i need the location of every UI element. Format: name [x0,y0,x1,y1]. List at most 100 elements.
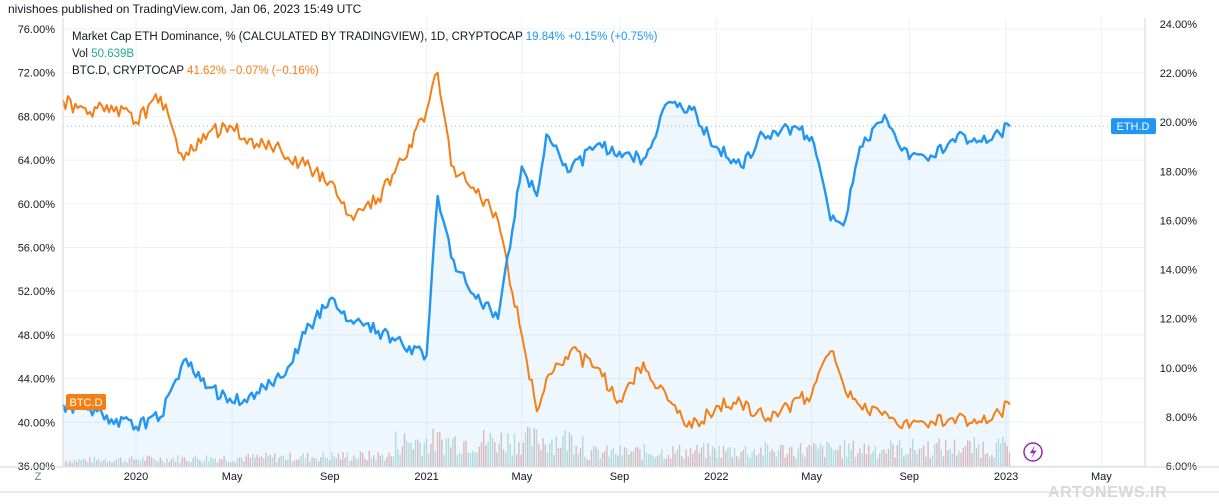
volume-bar [806,447,808,466]
volume-bar [810,446,813,466]
lightning-icon[interactable] [1023,442,1043,462]
volume-bar [951,453,953,466]
volume-bar [720,457,722,466]
volume-bar [885,453,887,466]
volume-bar [500,432,502,466]
volume-bar [505,452,507,466]
volume-bar [155,460,157,466]
volume-bar [909,448,912,466]
legend-btc-name: BTC.D, CRYPTOCAP [72,65,184,77]
volume-bar [733,447,736,466]
right-tick-label: 22.00% [1160,68,1198,80]
volume-bar [903,456,905,466]
volume-bar [278,457,280,466]
volume-bar [410,442,412,466]
volume-bar [476,452,478,466]
left-tick-label: 68.00% [18,111,56,123]
volume-bar [848,443,850,466]
volume-bar [615,454,617,466]
volume-bar [758,453,760,466]
volume-bar [342,452,344,466]
volume-bar [546,452,549,466]
x-tick-label: Sep [610,471,630,483]
volume-bar [540,450,542,466]
volume-bar [359,451,362,466]
volume-bar [417,439,419,466]
volume-bar [997,438,1000,466]
right-tick-label: 12.00% [1160,314,1198,326]
volume-bar [879,453,881,466]
volume-bar [166,458,168,466]
legend-vol[interactable]: Vol 50.639B [72,46,657,63]
volume-bar [593,446,595,466]
volume-bar [608,456,610,466]
volume-bar [659,454,661,466]
volume-bar [205,455,208,466]
series-lines [61,71,1145,432]
volume-bar [225,460,227,466]
volume-bar [516,454,518,466]
volume-bar [386,457,388,466]
volume-bar [390,456,392,466]
volume-bar [707,443,709,466]
volume-bar [439,431,441,466]
volume-bar [216,462,219,466]
volume-bar [80,460,82,466]
volume-bar [786,454,788,466]
volume-bar [544,444,546,466]
volume-bar [109,460,111,466]
volume-bar [487,442,489,466]
publisher-caption: nivishoes published on TradingView.com, … [8,2,362,16]
volume-bar [714,448,716,466]
volume-bar [128,457,131,466]
volume-bar [667,454,670,466]
volume-bar [958,450,960,466]
volume-bar [729,446,731,466]
volume-bar [274,453,276,466]
volume-bar [538,443,540,466]
volume-bar [832,450,835,466]
volume-bar [643,444,645,466]
volume-bar [890,440,892,466]
volume-bar [245,456,247,466]
volume-bar [854,457,857,466]
watermark: ARTONEWS.IR [1048,484,1167,501]
volume-bar [989,456,991,466]
volume-bar [610,449,612,466]
volume-bar [254,457,256,466]
volume-bar [82,458,84,466]
volume-bar [518,442,520,466]
volume-bar [322,452,324,466]
eth-badge-bg [1111,118,1156,135]
right-tick-label: 24.00% [1160,19,1198,31]
volume-bar [617,455,619,466]
volume-bar [648,454,650,466]
legend-eth[interactable]: Market Cap ETH Dominance, % (CALCULATED … [72,29,657,46]
volume-bar [256,454,258,466]
volume-bar [102,460,104,466]
volume-bar [912,438,914,466]
volume-bar [784,457,786,466]
legend-btc[interactable]: BTC.D, CRYPTOCAP 41.62% −0.07% (−0.16%) [72,63,657,80]
volume-bar [564,429,566,466]
volume-bar [478,446,480,466]
volume-bar [502,449,505,466]
volume-bar [172,458,175,466]
volume-bar [938,438,940,466]
price-badges: ETH.D BTC.D [66,118,1156,462]
volume-bar [945,440,947,466]
volume-bar [678,444,681,466]
volume-bar [258,457,260,466]
volume-bar [309,461,311,466]
volume-bar [249,458,252,466]
volume-bar [98,458,100,466]
volume-bar [914,450,916,466]
volume-bar [159,457,161,466]
volume-bar [535,429,538,466]
volume-bar [553,454,555,466]
volume-bar [692,453,694,466]
volume-bar [782,444,784,466]
volume-bar [434,451,436,466]
volume-bar [975,448,978,466]
